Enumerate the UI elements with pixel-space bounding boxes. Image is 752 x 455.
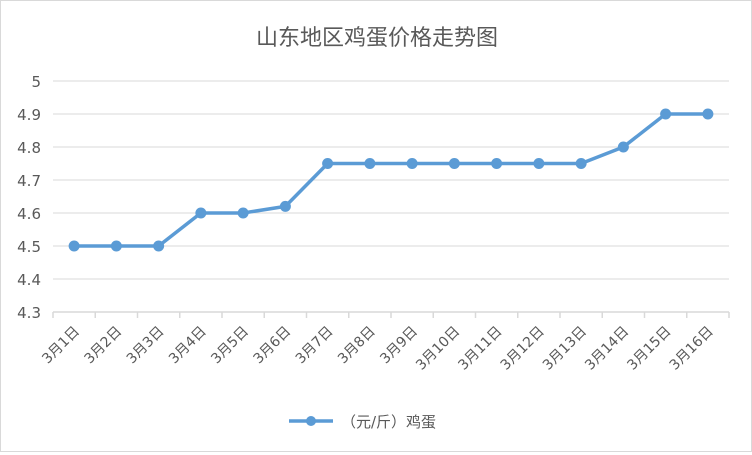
x-tick-label: 3月6日 (250, 324, 294, 368)
x-tick-label: 3月12日 (498, 324, 548, 374)
x-tick-label: 3月1日 (39, 324, 83, 368)
x-tick-label: 3月4日 (166, 324, 210, 368)
y-tick-label: 4.5 (17, 238, 41, 256)
x-tick-label: 3月13日 (540, 324, 590, 374)
data-point (491, 158, 503, 169)
x-tick-label: 3月2日 (81, 324, 125, 368)
legend-label: （元/斤）鸡蛋 (341, 413, 436, 431)
data-point (195, 207, 207, 219)
data-point (68, 240, 80, 252)
data-point (617, 141, 629, 153)
y-tick-label: 5 (31, 73, 41, 91)
data-point (702, 108, 714, 120)
y-tick-label: 4.7 (17, 172, 41, 190)
data-point (110, 240, 122, 252)
series-line (74, 112, 708, 248)
data-point (406, 158, 418, 169)
x-tick-label: 3月15日 (624, 324, 674, 374)
data-point (533, 158, 545, 169)
x-tick-label: 3月5日 (208, 324, 252, 368)
x-tick-label: 3月14日 (582, 324, 632, 374)
data-point (575, 158, 587, 169)
legend[interactable]: （元/斤）鸡蛋 (289, 413, 436, 431)
legend-marker (306, 416, 316, 426)
x-tick-label: 3月3日 (124, 324, 168, 368)
data-point (448, 158, 460, 169)
chart-title: 山东地区鸡蛋价格走势图 (256, 26, 498, 51)
data-point (322, 158, 334, 169)
x-tick-label: 3月16日 (667, 324, 717, 374)
x-tick-label: 3月7日 (293, 324, 337, 368)
y-tick-label: 4.8 (17, 139, 41, 157)
y-tick-label: 4.3 (17, 304, 41, 322)
y-tick-label: 4.4 (17, 271, 41, 289)
y-tick-label: 4.6 (17, 205, 41, 223)
data-point (237, 207, 249, 219)
x-tick-label: 3月10日 (413, 324, 463, 374)
data-point (364, 158, 376, 169)
data-point (279, 200, 291, 212)
data-point (660, 108, 672, 120)
y-tick-label: 4.9 (17, 106, 41, 124)
data-point (153, 240, 165, 252)
x-tick-label: 3月11日 (455, 324, 505, 374)
x-tick-label: 3月8日 (335, 324, 379, 368)
